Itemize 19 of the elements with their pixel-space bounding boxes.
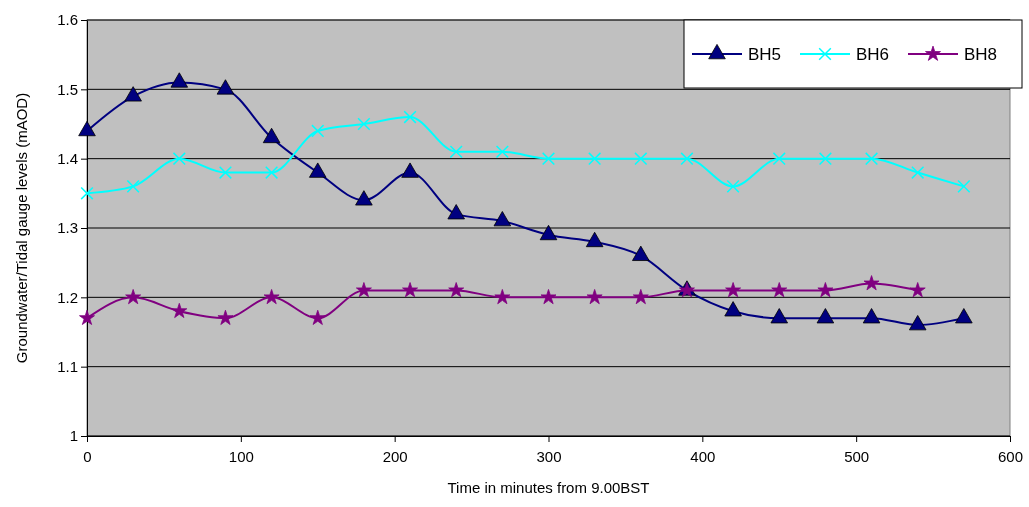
x-tick-label: 200: [382, 447, 408, 465]
x-tick-label: 0: [83, 447, 92, 465]
x-axis-title: Time in minutes from 9.00BST: [447, 479, 650, 496]
y-tick-label: 1: [69, 427, 78, 445]
legend-label: BH5: [748, 45, 782, 64]
y-tick-label: 1.2: [57, 288, 78, 306]
legend-label: BH6: [856, 45, 890, 64]
x-tick-label: 100: [228, 447, 254, 465]
y-tick-label: 1.5: [57, 80, 78, 98]
y-tick-label: 1.1: [57, 357, 78, 375]
y-tick-label: 1.6: [57, 11, 78, 29]
y-tick-label: 1.4: [57, 149, 78, 167]
x-tick-label: 400: [690, 447, 716, 465]
x-tick-label: 500: [844, 447, 870, 465]
y-tick-label: 1.3: [57, 219, 78, 237]
legend-label: BH8: [964, 45, 998, 64]
x-tick-label: 300: [536, 447, 562, 465]
y-axis-title: Groundwater/Tidal gauge levels (mAOD): [13, 92, 30, 364]
x-tick-label: 600: [997, 447, 1024, 465]
